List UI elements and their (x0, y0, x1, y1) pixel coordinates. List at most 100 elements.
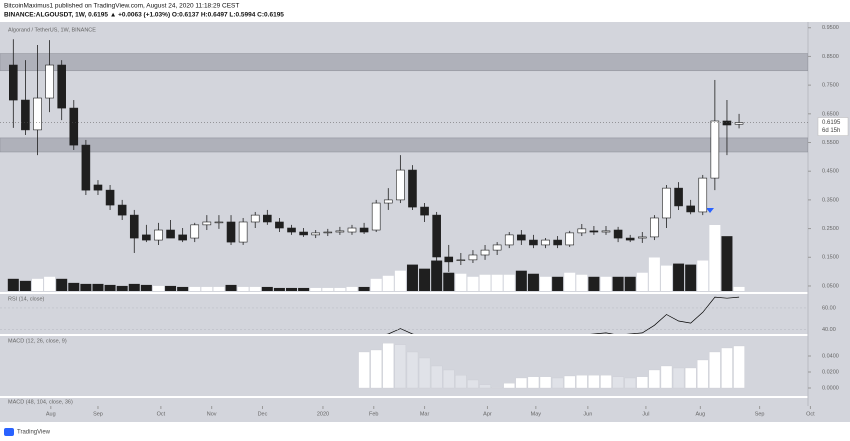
pane-group (386, 296, 740, 334)
candle-body (69, 107, 79, 146)
x-tick-label: Oct (157, 411, 166, 417)
x-tick-label: Jul (642, 411, 649, 417)
rsi-pane (0, 294, 808, 334)
candle-body (105, 189, 115, 206)
candle-body (250, 214, 260, 223)
volume-bar (443, 272, 455, 291)
candle-body (553, 239, 562, 246)
candle-body (81, 144, 91, 191)
macd-bar (672, 367, 685, 389)
candle-body (480, 249, 490, 256)
candle-body (420, 206, 429, 216)
x-tick-label: Dec (258, 411, 268, 417)
volume-bar (467, 276, 479, 291)
candle-body (529, 239, 538, 246)
candle-body (287, 227, 296, 233)
candle-body (710, 120, 720, 179)
volume-bar (540, 276, 552, 291)
macd-bar (660, 365, 673, 389)
volume-bar (431, 260, 443, 291)
time-axis (0, 406, 850, 422)
candle-body (154, 229, 163, 241)
candle-body (396, 169, 405, 201)
rsi-line (386, 296, 740, 334)
macd-bar (576, 375, 588, 389)
chart-title: Algorand / TetherUS, 1W, BINANCE (8, 27, 96, 33)
volume-bar (455, 273, 467, 291)
candle-body (444, 256, 454, 263)
volume-bar (527, 273, 539, 291)
volume-bar (721, 236, 733, 291)
zone (0, 53, 808, 72)
candle-body (722, 120, 732, 126)
macd-bar (564, 375, 576, 389)
candle-body (625, 237, 635, 241)
candle-body (432, 214, 441, 258)
candle-body (33, 97, 42, 131)
candle-body (565, 232, 575, 246)
macd-bar (358, 351, 370, 389)
volume-bar (298, 287, 310, 291)
candle-body (650, 217, 659, 238)
zone (0, 137, 808, 153)
volume-bar (92, 283, 104, 291)
candle-body (601, 230, 611, 233)
candle-body (129, 214, 139, 239)
macd-bar (600, 375, 612, 389)
candle-body (468, 254, 478, 261)
candle-body (637, 236, 647, 239)
volume-bar (479, 274, 491, 291)
y-tick-label: 0.1500 (822, 255, 839, 261)
macd-bar (709, 351, 721, 389)
macd-bar (551, 377, 564, 389)
x-tick-label: Aug (695, 411, 705, 417)
volume-bar (165, 285, 177, 291)
volume-bar (394, 270, 406, 291)
pane-group (358, 343, 745, 389)
candle-body (202, 221, 212, 226)
macd-bar (443, 369, 455, 389)
candle-body (589, 230, 599, 233)
candle-body (117, 204, 127, 216)
candle-body (408, 169, 417, 208)
candle-body (142, 234, 151, 241)
macd-bar (394, 344, 407, 389)
candle-body (577, 228, 587, 234)
footer-brand: TradingView (17, 430, 51, 436)
last-price-label: 0.6195 (822, 120, 841, 126)
macd-bar (370, 349, 382, 389)
macd-bar (612, 376, 624, 389)
x-tick-label: Oct (806, 411, 815, 417)
volume-bar (80, 283, 92, 291)
macd-bar (503, 383, 515, 389)
logo (4, 428, 14, 436)
macd-bar (455, 375, 467, 389)
volume-bar (286, 287, 298, 291)
volume-bar (310, 287, 322, 291)
volume-bar (249, 286, 261, 291)
macd-bar (648, 369, 661, 389)
volume-bar (273, 287, 285, 291)
price-axis (808, 22, 850, 406)
x-tick-label: Feb (369, 411, 378, 417)
candle-body (613, 229, 623, 239)
candle-body (359, 227, 369, 233)
macd-bar (479, 384, 491, 389)
volume-bar (552, 276, 564, 291)
macd2-title: MACD (48, 104, close, 36) (8, 399, 73, 405)
candle-body (299, 231, 308, 236)
volume-bar (237, 286, 249, 291)
volume-bar (31, 278, 43, 291)
volume-bar (56, 278, 68, 291)
volume-bar (382, 275, 394, 291)
macd-title: MACD (12, 26, close, 9) (8, 338, 67, 344)
volume-bar (612, 276, 624, 291)
volume-bar (177, 286, 189, 291)
countdown-label: 6d 15h (822, 128, 840, 134)
volume-bar (491, 274, 503, 291)
volume-bar (213, 286, 225, 291)
macd-bar (733, 345, 745, 389)
rsi-tick-label: 40.00 (822, 327, 836, 333)
volume-bar (406, 264, 418, 291)
candle-body (734, 122, 744, 125)
